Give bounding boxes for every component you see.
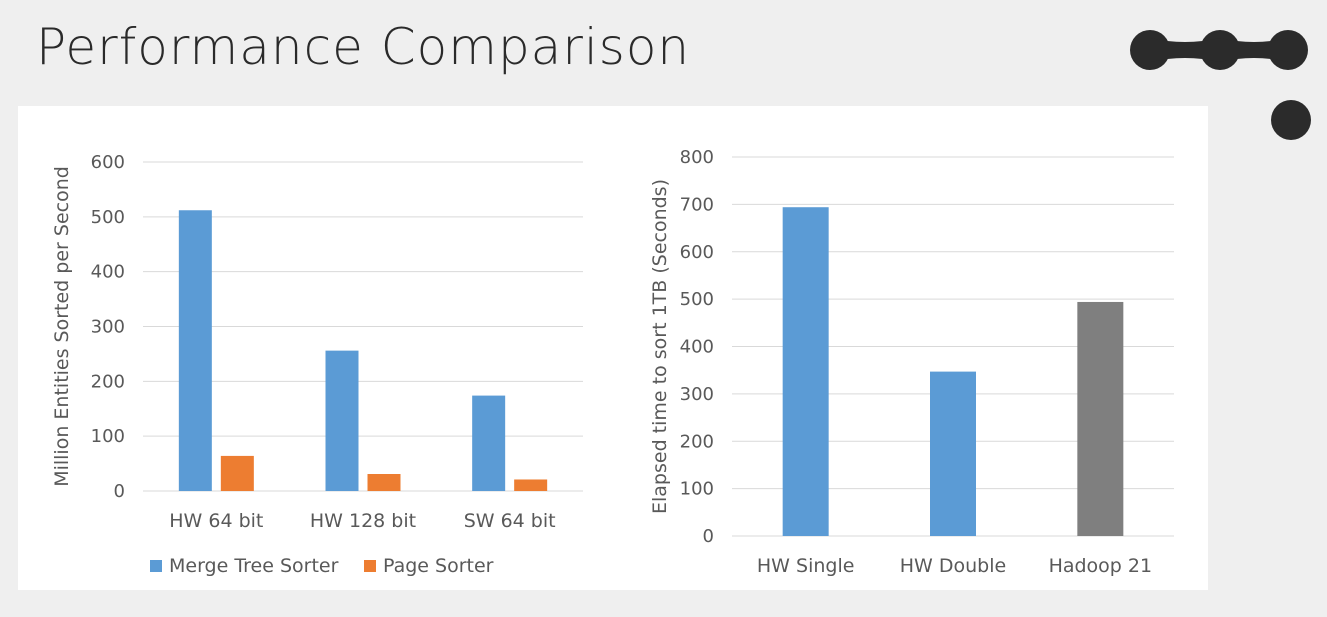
- legend-label: Merge Tree Sorter: [169, 555, 339, 577]
- y-axis-label: Million Entities Sorted per Second: [51, 166, 73, 487]
- bar: [472, 395, 506, 491]
- decorative-dots-icon: [1130, 30, 1311, 140]
- bar: [514, 479, 548, 491]
- legend-swatch: [150, 560, 162, 572]
- y-tick-label: 200: [680, 431, 714, 452]
- y-tick-label: 300: [680, 384, 714, 405]
- link-1: [1150, 38, 1220, 62]
- bar: [782, 207, 829, 536]
- y-tick-label: 100: [680, 479, 714, 500]
- y-tick-label: 500: [91, 207, 125, 228]
- y-tick-label: 600: [91, 152, 125, 173]
- x-tick-label: HW Single: [757, 555, 855, 577]
- y-tick-label: 200: [91, 371, 125, 392]
- link-2: [1220, 38, 1288, 62]
- bar: [1077, 301, 1124, 536]
- y-axis-label: Elapsed time to sort 1TB (Seconds): [649, 179, 671, 514]
- throughput-bar-chart: 0 100 200 300 400 500 600 Million Entities Sort…: [51, 152, 583, 577]
- x-tick-label: HW 128 bit: [310, 510, 416, 532]
- bar: [178, 210, 212, 491]
- y-tick-label: 700: [680, 194, 714, 215]
- x-tick-label: HW Double: [900, 555, 1006, 577]
- page-title: Performance Comparison: [36, 18, 691, 76]
- bar: [367, 474, 401, 491]
- y-tick-label: 300: [91, 317, 125, 338]
- y-tick-label: 800: [680, 147, 714, 168]
- dots-connector-icon: [1130, 30, 1311, 140]
- x-tick-label: HW 64 bit: [169, 510, 263, 532]
- y-tick-label: 0: [114, 481, 125, 502]
- y-tick-label: 100: [91, 426, 125, 447]
- bar: [930, 371, 976, 536]
- dot-4: [1271, 100, 1311, 140]
- y-tick-label: 400: [91, 262, 125, 283]
- legend-swatch: [364, 560, 376, 572]
- legend-label: Page Sorter: [383, 555, 494, 577]
- y-tick-label: 500: [680, 289, 714, 310]
- bar: [220, 455, 254, 491]
- y-tick-label: 400: [680, 337, 714, 358]
- y-tick-label: 0: [703, 526, 714, 547]
- charts-panel: 0 100 200 300 400 500 600 Million Entities Sort…: [18, 106, 1208, 590]
- bar: [325, 350, 359, 491]
- x-tick-label: SW 64 bit: [464, 510, 556, 532]
- x-tick-label: Hadoop 21: [1049, 555, 1153, 577]
- elapsed-time-bar-chart: 0 100 200 300 400 500 600 700 800 Elapsed time to…: [649, 147, 1174, 577]
- y-tick-label: 600: [680, 242, 714, 263]
